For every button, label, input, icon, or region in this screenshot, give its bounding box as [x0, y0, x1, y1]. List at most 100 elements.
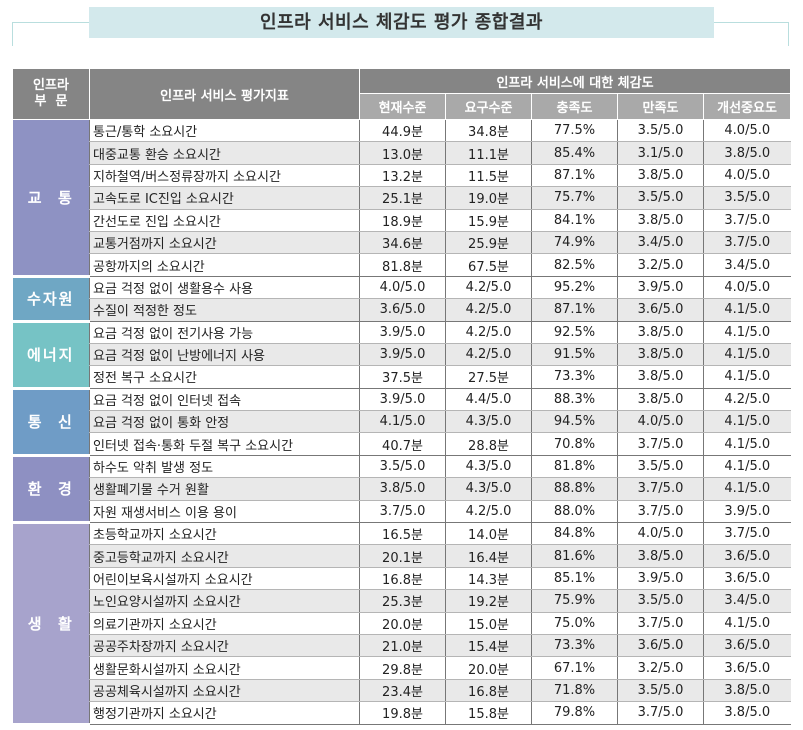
satisfaction-cell: 3.9/5.0: [617, 276, 704, 300]
indicator-name: 요금 걱정 없이 생활용수 사용: [89, 276, 360, 300]
table-row: 간선도로 진입 소요시간 18.9분 15.9분 84.1% 3.8/5.0 3.7/5.…: [13, 209, 791, 232]
satisfaction-header: 만족도: [617, 93, 704, 120]
group-living: 생 활: [12, 522, 90, 726]
improvement-importance-cell: 4.0/5.0: [702, 164, 791, 188]
sector-header-line1: 인프라: [33, 78, 69, 93]
improvement-importance-cell: 3.7/5.0: [702, 522, 791, 546]
improvement-importance-cell: 3.8/5.0: [702, 679, 791, 703]
indicator-name: 지하철역/버스정류장까지 소요시간: [89, 164, 360, 188]
table-row: 생활폐기물 수거 원활 3.8/5.0 4.3/5.0 88.8% 3.7/5.0 4.1…: [13, 477, 791, 501]
current-level-cell: 19.8분: [359, 701, 446, 725]
current-level-cell: 3.8/5.0: [359, 477, 446, 501]
fulfillment-cell: 88.0%: [531, 500, 618, 524]
fulfillment-cell: 88.8%: [531, 477, 618, 501]
required-level-cell: 34.8분: [445, 119, 532, 143]
satisfaction-cell: 3.1/5.0: [617, 141, 704, 165]
current-level-cell: 25.3분: [359, 589, 446, 613]
group-water: 수자원: [12, 276, 90, 323]
table-row: 의료기관까지 소요시간 20.0분 15.0분 75.0% 3.7/5.0 4.1/5.0: [13, 612, 791, 635]
indicator-name: 행정기관까지 소요시간: [89, 701, 360, 725]
table-row: 수자원 요금 걱정 없이 생활용수 사용 4.0/5.0 4.2/5.0 95.2% 3.…: [12, 276, 791, 323]
improvement-importance-cell: 4.2/5.0: [702, 388, 791, 412]
satisfaction-cell: 3.8/5.0: [617, 544, 704, 568]
current-level-cell: 4.0/5.0: [359, 276, 446, 300]
fulfillment-cell: 75.0%: [531, 612, 618, 635]
required-level-cell: 4.2/5.0: [445, 343, 532, 367]
improvement-importance-cell: 4.1/5.0: [702, 410, 791, 434]
required-level-cell: 4.3/5.0: [445, 477, 532, 501]
sector-header: 인프라 부 문: [12, 68, 90, 120]
current-level-cell: 3.9/5.0: [359, 343, 446, 367]
fulfillment-cell: 71.8%: [531, 679, 618, 703]
table-row: 지하철역/버스정류장까지 소요시간 13.2분 11.5분 87.1% 3.8/5.0 4…: [13, 164, 791, 188]
improvement-importance-cell: 3.8/5.0: [702, 701, 791, 725]
fulfillment-cell: 92.5%: [531, 321, 618, 344]
indicator-name: 중고등학교까지 소요시간: [89, 544, 360, 568]
indicator-name: 노인요양시설까지 소요시간: [89, 589, 360, 613]
current-level-cell: 44.9분: [359, 119, 446, 143]
indicator-name: 공항까지의 소요시간: [89, 253, 360, 277]
satisfaction-cell: 3.5/5.0: [617, 119, 704, 143]
indicator-name: 요금 걱정 없이 전기사용 가능: [89, 321, 360, 344]
fulfillment-cell: 88.3%: [531, 388, 618, 412]
indicator-name: 교통거점까지 소요시간: [89, 231, 360, 255]
satisfaction-cell: 4.0/5.0: [617, 522, 704, 546]
required-level-cell: 4.3/5.0: [445, 410, 532, 434]
table-row: 어린이보육시설까지 소요시간 16.8분 14.3분 85.1% 3.9/5.0 3.6/…: [13, 567, 791, 591]
improvement-importance-cell: 4.1/5.0: [702, 343, 791, 367]
improvement-importance-cell: 3.5/5.0: [702, 186, 791, 210]
table-row: 교통거점까지 소요시간 34.6분 25.9분 74.9% 3.4/5.0 3.7/5.0: [13, 231, 791, 255]
fulfillment-cell: 79.8%: [531, 701, 618, 725]
table-row: 수질이 적정한 정도 3.6/5.0 4.2/5.0 87.1% 3.6/5.0 4.1/…: [13, 298, 791, 322]
required-level-cell: 15.0분: [445, 612, 532, 635]
current-level-cell: 13.0분: [359, 141, 446, 165]
required-level-cell: 4.2/5.0: [445, 276, 532, 300]
sector-header-line2: 부 문: [34, 94, 68, 109]
required-level-cell: 19.0분: [445, 186, 532, 210]
title-rule-right: [788, 22, 789, 46]
fulfillment-cell: 75.9%: [531, 589, 618, 613]
fulfillment-cell: 87.1%: [531, 298, 618, 322]
required-level-cell: 11.1분: [445, 141, 532, 165]
satisfaction-cell: 3.5/5.0: [617, 186, 704, 210]
satisfaction-cell: 3.5/5.0: [617, 589, 704, 613]
improvement-importance-cell: 3.7/5.0: [702, 231, 791, 255]
improvement-importance-cell: 4.1/5.0: [702, 455, 791, 479]
improvement-importance-cell: 3.9/5.0: [702, 500, 791, 524]
required-level-cell: 4.2/5.0: [445, 321, 532, 344]
satisfaction-cell: 3.6/5.0: [617, 298, 704, 322]
fulfillment-header: 충족도: [531, 93, 618, 120]
required-level-cell: 14.0분: [445, 522, 532, 546]
satisfaction-cell: 3.5/5.0: [617, 455, 704, 479]
table-row: 교 통 통근/통학 소요시간 44.9분 34.8분 77.5% 3.5/5.0 4.0/5…: [12, 119, 791, 278]
evaluation-table: 인프라 부 문 인프라 서비스 평가지표 인프라 서비스에 대한 체감도 현재수…: [12, 68, 792, 726]
indicator-name: 생활문화시설까지 소요시간: [89, 656, 360, 680]
required-level-cell: 15.8분: [445, 701, 532, 725]
current-level-cell: 3.9/5.0: [359, 388, 446, 412]
satisfaction-cell: 3.9/5.0: [617, 567, 704, 591]
satisfaction-cell: 3.7/5.0: [617, 612, 704, 635]
table-row: 노인요양시설까지 소요시간 25.3분 19.2분 75.9% 3.5/5.0 3.4/5…: [13, 589, 791, 613]
group-environment: 환 경: [12, 455, 90, 525]
fulfillment-cell: 81.8%: [531, 455, 618, 479]
required-level-cell: 28.8분: [445, 432, 532, 456]
satisfaction-cell: 3.2/5.0: [617, 253, 704, 277]
fulfillment-cell: 87.1%: [531, 164, 618, 188]
indicator-name: 간선도로 진입 소요시간: [89, 209, 360, 232]
required-level-cell: 4.3/5.0: [445, 455, 532, 479]
current-level-cell: 20.0분: [359, 612, 446, 635]
fulfillment-cell: 67.1%: [531, 656, 618, 680]
table-row: 중고등학교까지 소요시간 20.1분 16.4분 81.6% 3.8/5.0 3.6/5.…: [13, 544, 791, 568]
current-level-cell: 13.2분: [359, 164, 446, 188]
improvement-importance-header: 개선중요도: [702, 93, 792, 120]
satisfaction-cell: 3.8/5.0: [617, 343, 704, 367]
table-row: 에너지 요금 걱정 없이 전기사용 가능 3.9/5.0 4.2/5.0 92.5% 3.…: [12, 321, 791, 390]
fulfillment-cell: 84.8%: [531, 522, 618, 546]
current-level-cell: 16.8분: [359, 567, 446, 591]
table-row: 인터넷 접속·통화 두절 복구 소요시간 40.7분 28.8분 70.8% 3.7/5…: [13, 432, 791, 456]
indicator-name: 공공체육시설까지 소요시간: [89, 679, 360, 703]
group-transport: 교 통: [12, 119, 90, 278]
required-level-cell: 67.5분: [445, 253, 532, 277]
improvement-importance-cell: 4.1/5.0: [702, 432, 791, 456]
indicator-header: 인프라 서비스 평가지표: [89, 68, 360, 120]
